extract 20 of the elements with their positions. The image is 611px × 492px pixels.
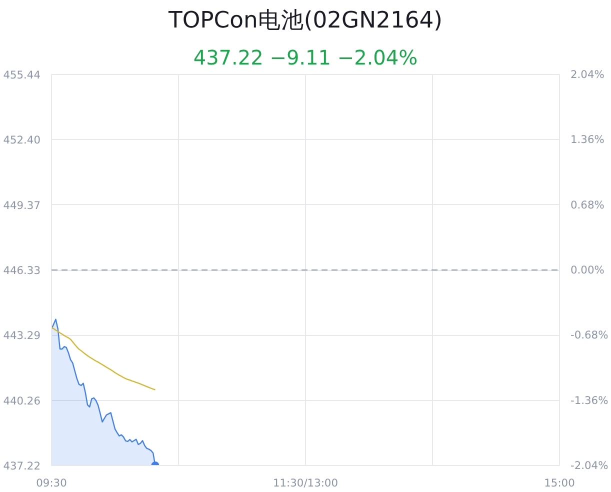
x-tick-label: 15:00 (544, 476, 576, 490)
y-tick-label: 446.33 (3, 264, 41, 277)
y-tick-label: 455.44 (3, 68, 41, 82)
y-tick-label: 440.26 (3, 394, 41, 408)
y2-tick-label: -1.36% (570, 394, 608, 407)
y2-tick-label: -0.68% (570, 328, 608, 342)
y-tick-label: 437.22 (3, 460, 41, 472)
y2-tick-label: 0.68% (570, 198, 604, 212)
x-tick-label: 09:30 (36, 476, 68, 490)
y2-tick-label: 0.00% (570, 264, 604, 276)
y-tick-label: 452.40 (3, 134, 41, 147)
y-tick-label: 449.37 (3, 198, 41, 212)
x-tick-label: 11:30/13:00 (272, 476, 338, 490)
chart-subtitle: 437.22 −9.11 −2.04% (193, 46, 418, 70)
y2-tick-label: -2.04% (570, 459, 608, 472)
y2-tick-label: 2.04% (570, 68, 604, 81)
y2-tick-label: 1.36% (570, 133, 604, 146)
chart-title: TOPCon电池(02GN2164) (167, 8, 443, 34)
line-series (52, 326, 156, 390)
y-tick-label: 443.29 (3, 329, 41, 342)
